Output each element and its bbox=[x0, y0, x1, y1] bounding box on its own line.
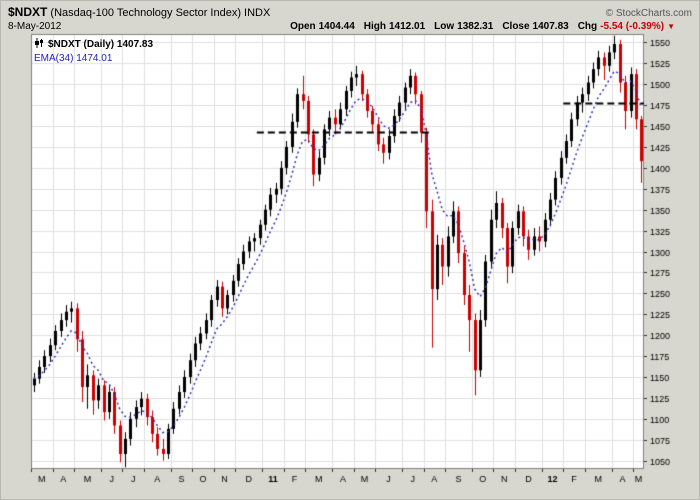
quote-low-label: Low bbox=[434, 21, 455, 32]
chart-legend: $NDXT (Daily) 1407.83 EMA(34) 1474.01 bbox=[34, 38, 153, 65]
quote-high-label: High bbox=[363, 21, 386, 32]
quote-summary: Open 1404.44 High 1412.01 Low 1382.31 Cl… bbox=[281, 21, 675, 32]
quote-open-value: 1404.44 bbox=[318, 21, 355, 32]
legend-ema-text: EMA(34) 1474.01 bbox=[34, 53, 113, 64]
quote-close-value: 1407.83 bbox=[532, 21, 569, 32]
symbol-label: $NDXT bbox=[8, 5, 48, 19]
legend-price-text: $NDXT (Daily) 1407.83 bbox=[48, 39, 154, 50]
quote-row: 8-May-2012 Open 1404.44 High 1412.01 Low… bbox=[1, 19, 699, 32]
title-description: (Nasdaq-100 Technology Sector Index) IND… bbox=[50, 7, 271, 19]
quote-chg-value: -5.54 (-0.39%) bbox=[600, 21, 665, 32]
quote-close-label: Close bbox=[502, 21, 530, 32]
quote-date: 8-May-2012 bbox=[8, 21, 62, 32]
quote-high-value: 1412.01 bbox=[389, 21, 426, 32]
quote-open-label: Open bbox=[290, 21, 316, 32]
chart-title: $NDXT (Nasdaq-100 Technology Sector Inde… bbox=[8, 5, 270, 19]
copyright-label: © StockCharts.com bbox=[605, 8, 692, 19]
quote-chg-label: Chg bbox=[577, 21, 598, 32]
chart-area: $NDXT (Daily) 1407.83 EMA(34) 1474.01 bbox=[7, 32, 695, 496]
candlestick-icon bbox=[34, 38, 44, 52]
price-chart-canvas bbox=[7, 32, 695, 492]
down-arrow-icon: ▼ bbox=[667, 22, 675, 31]
quote-low-value: 1382.31 bbox=[457, 21, 494, 32]
chart-header: $NDXT (Nasdaq-100 Technology Sector Inde… bbox=[1, 1, 699, 19]
legend-price-series: $NDXT (Daily) 1407.83 bbox=[34, 38, 153, 52]
